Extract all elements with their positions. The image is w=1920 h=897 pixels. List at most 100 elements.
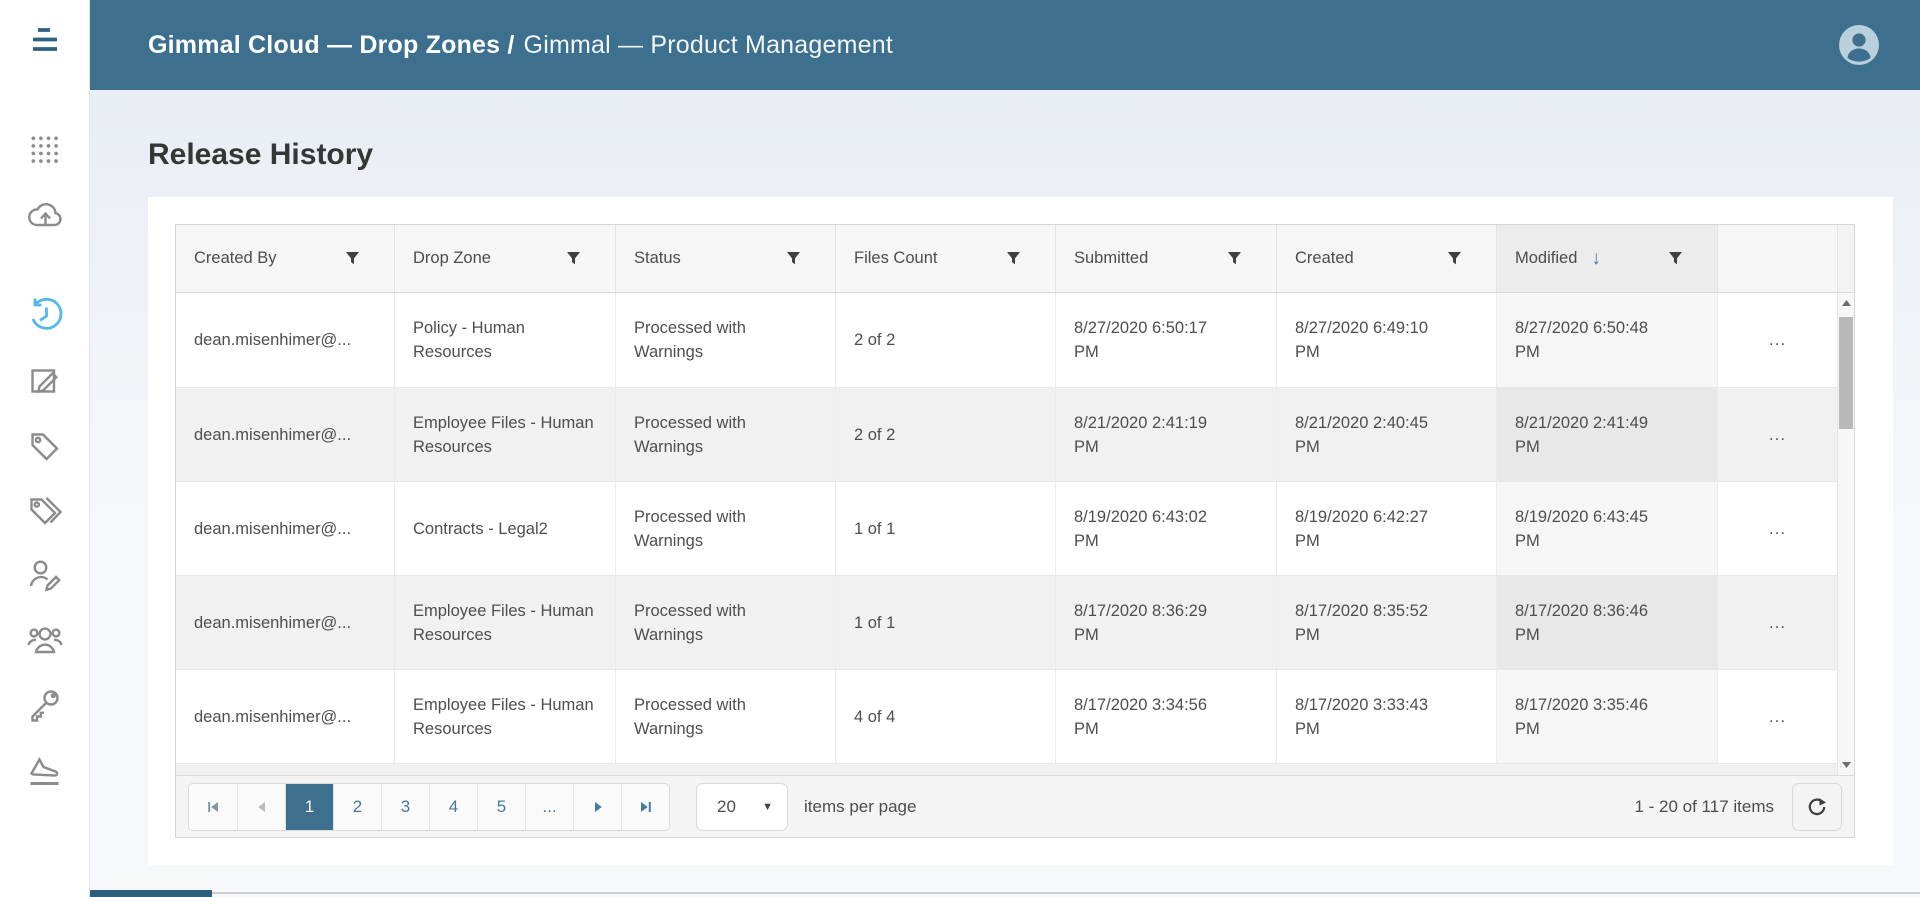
ellipsis-icon: ... <box>1768 518 1787 538</box>
column-header-status[interactable]: Status <box>615 225 835 292</box>
column-label: Created By <box>194 249 277 267</box>
user-edit-icon <box>29 560 61 592</box>
cell-created-by: dean.misenhimer@... <box>194 613 352 632</box>
pager-page-5[interactable]: 5 <box>477 783 525 830</box>
cell-submitted: 8/21/2020 2:41:19 PM <box>1055 388 1276 481</box>
sidebar-item-user-edit[interactable] <box>23 553 67 597</box>
cell-status: Processed with Warnings <box>615 576 835 669</box>
cell-created-by: dean.misenhimer@... <box>194 519 352 538</box>
column-header-created-by[interactable]: Created By <box>176 225 394 292</box>
plane-landing-icon <box>29 757 58 785</box>
sidebar-item-tag[interactable] <box>23 423 67 467</box>
footer-accent-bar <box>90 890 212 897</box>
grid-header-row: Created By Drop Zone Status Files Count … <box>176 225 1854 293</box>
filter-icon[interactable] <box>1668 251 1683 266</box>
row-actions-button[interactable]: ... <box>1717 482 1837 575</box>
sidebar <box>0 0 90 897</box>
menu-button[interactable] <box>23 17 67 61</box>
sidebar-item-tags[interactable] <box>23 488 67 532</box>
cell-created-by: dean.misenhimer@... <box>194 707 352 726</box>
pager-page-2[interactable]: 2 <box>333 783 381 830</box>
refresh-button[interactable] <box>1792 782 1842 831</box>
grid-body: dean.misenhimer@... Policy - Human Resou… <box>176 293 1854 775</box>
refresh-icon <box>1808 797 1826 815</box>
page-size-select[interactable]: 20 ▼ <box>696 782 788 831</box>
column-header-drop-zone[interactable]: Drop Zone <box>394 225 615 292</box>
table-scrollbar[interactable] <box>1837 293 1854 775</box>
main-content: Release History Created By Drop Zone Sta… <box>90 90 1920 897</box>
ellipsis-icon: ... <box>1768 612 1787 632</box>
column-label: Status <box>634 249 681 267</box>
column-header-submitted[interactable]: Submitted <box>1055 225 1276 292</box>
filter-icon[interactable] <box>345 251 360 266</box>
pager-last-button[interactable] <box>621 783 669 830</box>
cell-drop-zone: Employee Files - Human Resources <box>394 388 615 481</box>
filter-icon[interactable] <box>566 251 581 266</box>
tags-icon <box>29 497 62 525</box>
pager-range-label: 1 - 20 of 117 items <box>1634 796 1774 816</box>
grid-pager: 1 2 3 4 5 ... 20 ▼ items <box>176 775 1854 837</box>
pager-more-pages[interactable]: ... <box>525 783 573 830</box>
sidebar-item-dashboard[interactable] <box>23 128 67 172</box>
filter-icon[interactable] <box>786 251 801 266</box>
column-label: Files Count <box>854 249 938 267</box>
sidebar-item-upload[interactable] <box>23 193 67 237</box>
cell-created: 8/17/2020 3:33:43 PM <box>1276 670 1496 763</box>
first-page-icon <box>208 801 218 812</box>
cell-modified: 8/17/2020 8:36:46 PM <box>1496 576 1717 669</box>
table-row: dean.misenhimer@... Employee Files - Hum… <box>176 669 1854 763</box>
row-actions-button[interactable]: ... <box>1717 388 1837 481</box>
sidebar-item-users[interactable] <box>23 618 67 662</box>
sidebar-item-release-history[interactable] <box>23 293 67 337</box>
pager-page-4[interactable]: 4 <box>429 783 477 830</box>
key-icon <box>30 690 59 722</box>
top-header-bar: Gimmal Cloud — Drop Zones / Gimmal — Prod… <box>90 0 1920 90</box>
pager-next-button[interactable] <box>573 783 621 830</box>
sidebar-item-keys[interactable] <box>23 683 67 727</box>
cell-files-count: 4 of 4 <box>835 670 1055 763</box>
cell-files-count: 1 of 1 <box>835 482 1055 575</box>
column-label: Drop Zone <box>413 249 491 267</box>
breadcrumb: Gimmal Cloud — Drop Zones / Gimmal — Prod… <box>148 31 893 60</box>
cell-drop-zone: Employee Files - Human Resources <box>394 670 615 763</box>
menu-icon <box>32 28 57 51</box>
filter-icon[interactable] <box>1227 251 1242 266</box>
cell-created: 8/21/2020 2:40:45 PM <box>1276 388 1496 481</box>
pager-page-3[interactable]: 3 <box>381 783 429 830</box>
filter-icon[interactable] <box>1006 251 1021 266</box>
sort-desc-icon: ↓ <box>1591 247 1601 269</box>
cell-files-count: 1 of 1 <box>835 576 1055 669</box>
column-header-files-count[interactable]: Files Count <box>835 225 1055 292</box>
cell-modified: 8/27/2020 6:50:48 PM <box>1496 293 1717 387</box>
scrollbar-down-arrow[interactable] <box>1838 757 1854 773</box>
row-actions-button[interactable]: ... <box>1717 293 1837 387</box>
pager-first-button[interactable] <box>189 783 237 830</box>
release-history-grid: Created By Drop Zone Status Files Count … <box>175 224 1855 838</box>
pager-prev-button[interactable] <box>237 783 285 830</box>
column-header-modified[interactable]: Modified ↓ <box>1496 225 1717 292</box>
ellipsis-icon: ... <box>1768 330 1787 349</box>
row-actions-button[interactable]: ... <box>1717 576 1837 669</box>
cell-status: Processed with Warnings <box>615 482 835 575</box>
breadcrumb-primary: Gimmal Cloud — Drop Zones / <box>148 30 515 59</box>
user-avatar-button[interactable] <box>1838 24 1880 66</box>
table-row: dean.misenhimer@... Employee Files - Hum… <box>176 387 1854 481</box>
footer-divider-line <box>212 892 1920 894</box>
next-page-icon <box>594 801 602 812</box>
cell-status: Processed with Warnings <box>615 293 835 387</box>
sidebar-item-edit[interactable] <box>23 358 67 402</box>
cell-files-count: 2 of 2 <box>835 293 1055 387</box>
grid-dots-icon <box>27 133 62 167</box>
table-row: dean.misenhimer@... Employee Files - Hum… <box>176 575 1854 669</box>
pager-page-1[interactable]: 1 <box>285 783 333 830</box>
cell-drop-zone: Policy - Human Resources <box>394 293 615 387</box>
cell-drop-zone: Contracts - Legal2 <box>394 482 615 575</box>
chevron-down-icon: ▼ <box>762 800 773 813</box>
scrollbar-up-arrow[interactable] <box>1838 295 1854 311</box>
sidebar-item-plane-landing[interactable] <box>23 748 67 792</box>
scrollbar-thumb[interactable] <box>1839 317 1853 429</box>
filter-icon[interactable] <box>1447 251 1462 266</box>
cell-created-by: dean.misenhimer@... <box>194 331 352 349</box>
column-header-created[interactable]: Created <box>1276 225 1496 292</box>
row-actions-button[interactable]: ... <box>1717 670 1837 763</box>
